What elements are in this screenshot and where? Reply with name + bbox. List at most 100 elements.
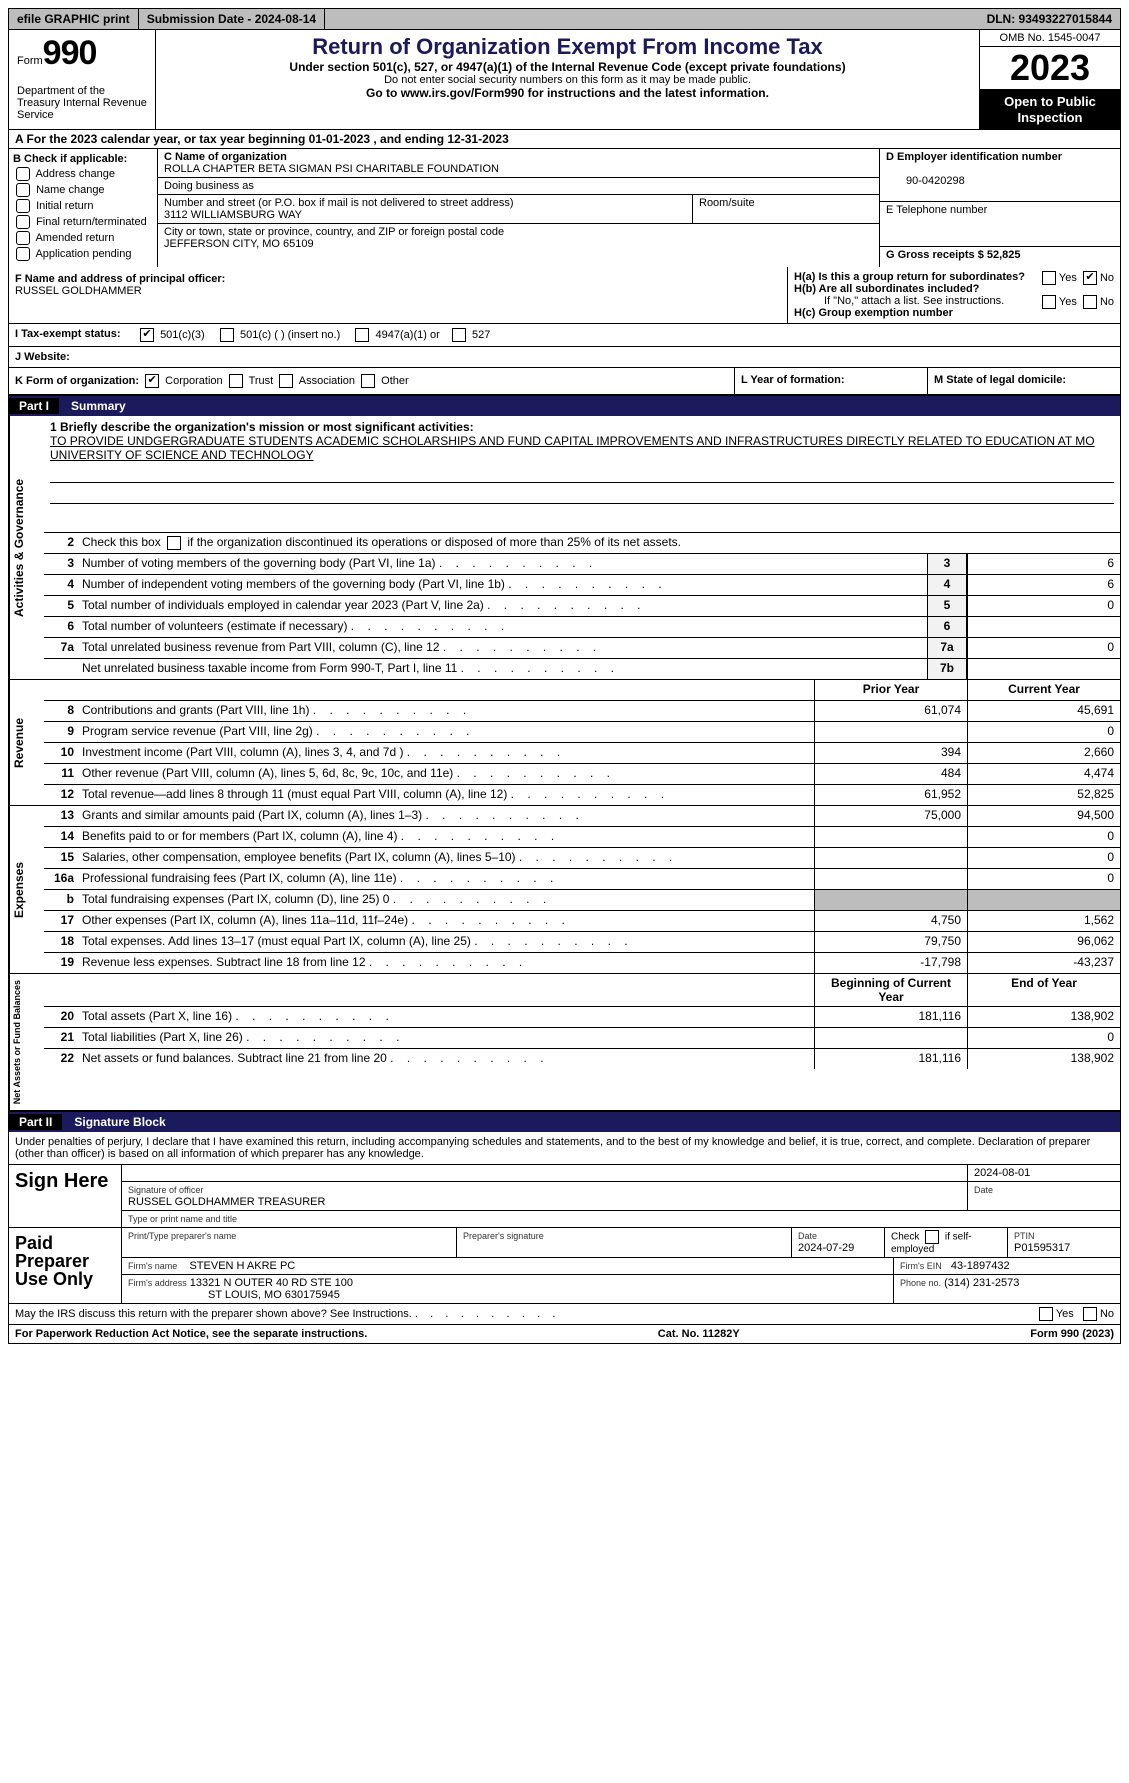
table-row: 13Grants and similar amounts paid (Part … bbox=[44, 806, 1120, 827]
vlabel-ag: Activities & Governance bbox=[9, 416, 44, 679]
efile-button[interactable]: efile GRAPHIC print bbox=[9, 9, 139, 29]
lbl-501c: 501(c) ( ) (insert no.) bbox=[240, 329, 340, 341]
col-b-checkboxes: B Check if applicable: Address change Na… bbox=[9, 149, 158, 267]
lbl-amended: Amended return bbox=[35, 232, 114, 244]
form-title: Return of Organization Exempt From Incom… bbox=[164, 34, 971, 60]
sig-officer-name: RUSSEL GOLDHAMMER TREASURER bbox=[128, 1196, 325, 1208]
revenue-section: Revenue Prior Year Current Year 8Contrib… bbox=[8, 680, 1121, 806]
ptin-value: P01595317 bbox=[1014, 1242, 1070, 1254]
prep-sig-label: Preparer's signature bbox=[463, 1231, 544, 1241]
form-note: Do not enter social security numbers on … bbox=[164, 74, 971, 86]
chk-app-pending[interactable] bbox=[16, 247, 30, 261]
chk-501c[interactable] bbox=[220, 328, 234, 342]
omb-number: OMB No. 1545-0047 bbox=[980, 30, 1120, 47]
j-row: J Website: bbox=[8, 347, 1121, 368]
org-info-grid: B Check if applicable: Address change Na… bbox=[8, 149, 1121, 267]
table-row: 19Revenue less expenses. Subtract line 1… bbox=[44, 953, 1120, 973]
perjury-statement: Under penalties of perjury, I declare th… bbox=[8, 1132, 1121, 1165]
gov-row: 5Total number of individuals employed in… bbox=[44, 596, 1120, 617]
fh-row: F Name and address of principal officer:… bbox=[8, 267, 1121, 324]
row-a-period: A For the 2023 calendar year, or tax yea… bbox=[8, 130, 1121, 149]
chk-assoc[interactable] bbox=[279, 374, 293, 388]
org-name-label: C Name of organization bbox=[164, 151, 287, 163]
chk-final-return[interactable] bbox=[16, 215, 30, 229]
may-discuss-row: May the IRS discuss this return with the… bbox=[8, 1304, 1121, 1325]
sig-date: 2024-08-01 bbox=[968, 1165, 1120, 1181]
part2-num: Part II bbox=[9, 1114, 62, 1130]
ha-no[interactable] bbox=[1083, 271, 1097, 285]
may-discuss-text: May the IRS discuss this return with the… bbox=[15, 1308, 555, 1320]
hb-yes[interactable] bbox=[1042, 295, 1056, 309]
lbl-yes: Yes bbox=[1056, 1308, 1074, 1320]
chk-trust[interactable] bbox=[229, 374, 243, 388]
expenses-section: Expenses 13Grants and similar amounts pa… bbox=[8, 806, 1121, 974]
officer-label: F Name and address of principal officer: bbox=[15, 273, 225, 285]
chk-527[interactable] bbox=[452, 328, 466, 342]
form-id: Form 990 (2023) bbox=[1030, 1328, 1114, 1340]
ein-value: 90-0420298 bbox=[886, 175, 965, 187]
chk-self-employed[interactable] bbox=[925, 1230, 939, 1244]
table-row: 17Other expenses (Part IX, column (A), l… bbox=[44, 911, 1120, 932]
part2-header: Part II Signature Block bbox=[8, 1112, 1121, 1132]
table-row: 11Other revenue (Part VIII, column (A), … bbox=[44, 764, 1120, 785]
ha-yes[interactable] bbox=[1042, 271, 1056, 285]
ein-label: D Employer identification number bbox=[886, 151, 1062, 163]
firm-name-label: Firm's name bbox=[128, 1261, 177, 1271]
chk-4947[interactable] bbox=[355, 328, 369, 342]
m-label: M State of legal domicile: bbox=[934, 374, 1066, 386]
pra-notice: For Paperwork Reduction Act Notice, see … bbox=[15, 1328, 367, 1340]
lbl-app-pending: Application pending bbox=[35, 248, 131, 260]
table-row: 21Total liabilities (Part X, line 26)0 bbox=[44, 1028, 1120, 1049]
firm-addr-label: Firm's address bbox=[128, 1278, 187, 1288]
prep-date: 2024-07-29 bbox=[798, 1242, 854, 1254]
chk-address-change[interactable] bbox=[16, 167, 30, 181]
chk-discontinued[interactable] bbox=[167, 536, 181, 550]
firm-addr1: 13321 N OUTER 40 RD STE 100 bbox=[190, 1277, 353, 1289]
lbl-final-return: Final return/terminated bbox=[36, 216, 147, 228]
open-public-badge: Open to Public Inspection bbox=[980, 90, 1120, 129]
paid-preparer-block: Paid Preparer Use Only Print/Type prepar… bbox=[8, 1228, 1121, 1304]
lbl-name-change: Name change bbox=[36, 184, 105, 196]
hc-label: H(c) Group exemption number bbox=[794, 307, 953, 319]
lbl-trust: Trust bbox=[249, 375, 274, 387]
prep-date-label: Date bbox=[798, 1231, 817, 1241]
city-label: City or town, state or province, country… bbox=[164, 226, 504, 238]
may-yes[interactable] bbox=[1039, 1307, 1053, 1321]
head-end: End of Year bbox=[967, 974, 1120, 1006]
chk-other[interactable] bbox=[361, 374, 375, 388]
may-no[interactable] bbox=[1083, 1307, 1097, 1321]
tax-year: 2023 bbox=[980, 47, 1120, 90]
head-begin: Beginning of Current Year bbox=[814, 974, 967, 1006]
part1-title: Summary bbox=[71, 399, 126, 413]
dln-label: DLN: 93493227015844 bbox=[979, 9, 1120, 29]
part1-header: Part I Summary bbox=[8, 396, 1121, 416]
cat-no: Cat. No. 11282Y bbox=[658, 1328, 740, 1340]
i-label: I Tax-exempt status: bbox=[15, 328, 121, 340]
lbl-other: Other bbox=[381, 375, 409, 387]
table-row: bTotal fundraising expenses (Part IX, co… bbox=[44, 890, 1120, 911]
table-row: 16aProfessional fundraising fees (Part I… bbox=[44, 869, 1120, 890]
hb-no[interactable] bbox=[1083, 295, 1097, 309]
firm-ein-label: Firm's EIN bbox=[900, 1261, 942, 1271]
table-row: 12Total revenue—add lines 8 through 11 (… bbox=[44, 785, 1120, 805]
lbl-assoc: Association bbox=[299, 375, 355, 387]
top-bar: efile GRAPHIC print Submission Date - 20… bbox=[8, 8, 1121, 30]
chk-name-change[interactable] bbox=[16, 183, 30, 197]
mission-label: 1 Briefly describe the organization's mi… bbox=[50, 420, 474, 434]
firm-phone-label: Phone no. bbox=[900, 1278, 941, 1288]
table-row: 15Salaries, other compensation, employee… bbox=[44, 848, 1120, 869]
table-row: 10Investment income (Part VIII, column (… bbox=[44, 743, 1120, 764]
vlabel-exp: Expenses bbox=[9, 806, 44, 973]
l-label: L Year of formation: bbox=[741, 374, 845, 386]
hb-label: H(b) Are all subordinates included? bbox=[794, 283, 979, 295]
paid-preparer-label: Paid Preparer Use Only bbox=[9, 1228, 122, 1303]
chk-amended[interactable] bbox=[16, 231, 30, 245]
lbl-address-change: Address change bbox=[35, 168, 115, 180]
chk-initial-return[interactable] bbox=[16, 199, 30, 213]
head-current: Current Year bbox=[967, 680, 1120, 700]
chk-501c3[interactable] bbox=[140, 328, 154, 342]
chk-corp[interactable] bbox=[145, 374, 159, 388]
officer-name: RUSSEL GOLDHAMMER bbox=[15, 285, 142, 297]
form-link[interactable]: Go to www.irs.gov/Form990 for instructio… bbox=[164, 86, 971, 100]
sig-date-label: Date bbox=[974, 1185, 993, 1195]
